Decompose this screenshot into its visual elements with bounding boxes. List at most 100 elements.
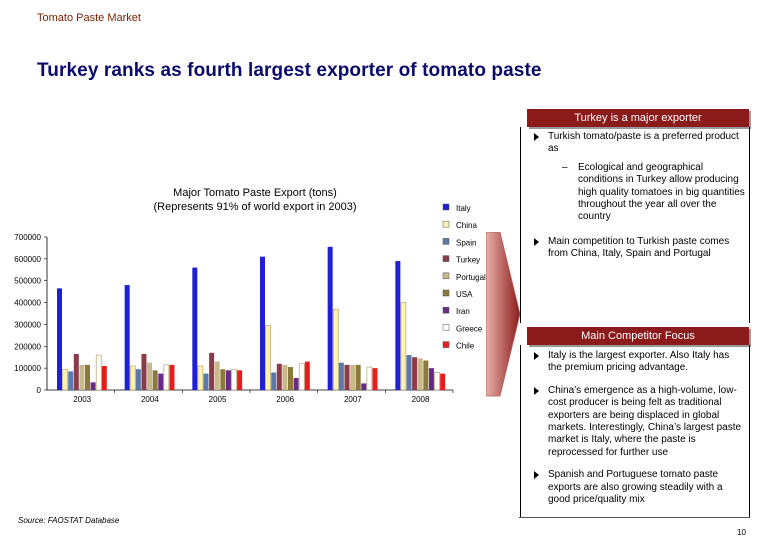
bar bbox=[95, 354, 102, 391]
bar bbox=[124, 285, 130, 390]
legend-label: Italy bbox=[456, 204, 471, 213]
bar bbox=[423, 360, 429, 390]
bar-chart: 0 100000 200000 300000 400000 500000 600000 700… bbox=[14, 203, 486, 404]
bar bbox=[406, 355, 412, 390]
panel2-left-border bbox=[520, 345, 521, 517]
bullet-item: Turkish tomato/paste is a preferred prod… bbox=[530, 131, 745, 224]
bar bbox=[214, 361, 220, 390]
source-note: Source: FAOSTAT Database bbox=[18, 516, 120, 525]
sub-bullet-text: Ecological and geographical conditions i… bbox=[578, 161, 745, 223]
bar bbox=[101, 365, 107, 390]
dash-icon: – bbox=[562, 161, 568, 173]
panel-header-major-exporter: Turkey is a major exporter bbox=[527, 109, 749, 127]
bar bbox=[158, 373, 164, 390]
panel1-right-border bbox=[749, 127, 750, 323]
y-tick-label: 0 bbox=[37, 386, 42, 395]
bullet-triangle-icon bbox=[534, 237, 539, 246]
panel-body-competitor-focus: Italy is the largest exporter. Also Ital… bbox=[530, 350, 745, 514]
legend-label: China bbox=[456, 221, 477, 230]
panel-body-major-exporter: Turkish tomato/paste is a preferred prod… bbox=[530, 131, 745, 269]
x-tick-label: 2005 bbox=[209, 395, 227, 404]
legend-label: Iran bbox=[456, 307, 470, 316]
legend-swatch bbox=[442, 306, 450, 314]
legend-label: Turkey bbox=[456, 256, 480, 265]
bar bbox=[304, 361, 310, 390]
bar bbox=[440, 373, 446, 390]
bar bbox=[260, 256, 265, 390]
y-tick-label: 300000 bbox=[14, 320, 41, 329]
bullet-text: China’s emergence as a high-volume, low-… bbox=[548, 384, 742, 458]
chart-title-line2: (Represents 91% of world export in 2003) bbox=[153, 201, 357, 213]
x-tick-label: 2008 bbox=[412, 395, 430, 404]
bar bbox=[350, 364, 356, 390]
bar bbox=[197, 365, 204, 391]
legend-swatch bbox=[442, 324, 450, 331]
bar bbox=[417, 358, 423, 390]
bar bbox=[293, 377, 299, 390]
bar bbox=[225, 370, 231, 390]
bar bbox=[147, 362, 153, 390]
legend-swatch bbox=[442, 341, 450, 348]
bullet-triangle-icon bbox=[534, 471, 539, 480]
bullet-text: Italy is the largest exporter. Also Ital… bbox=[548, 350, 730, 374]
legend-label: USA bbox=[456, 290, 473, 299]
bar bbox=[332, 308, 339, 391]
legend-label: Portugal bbox=[456, 273, 486, 282]
legend-swatch bbox=[442, 289, 450, 297]
x-tick-label: 2006 bbox=[276, 395, 294, 404]
bar bbox=[282, 364, 288, 390]
bar bbox=[152, 370, 158, 390]
arrow-shape bbox=[486, 232, 521, 397]
bullet-triangle-icon bbox=[534, 386, 539, 395]
bar bbox=[135, 369, 141, 390]
bar bbox=[169, 364, 175, 390]
bar bbox=[366, 366, 373, 391]
bar bbox=[203, 373, 209, 390]
bar bbox=[90, 382, 96, 390]
bullet-item: Main competition to Turkish paste comes … bbox=[530, 236, 745, 261]
bar bbox=[298, 363, 305, 391]
bar bbox=[237, 370, 243, 390]
bar bbox=[344, 364, 350, 390]
y-tick-label: 400000 bbox=[14, 299, 41, 308]
bar bbox=[412, 357, 418, 390]
bar bbox=[361, 383, 367, 390]
bar bbox=[231, 368, 237, 391]
bar bbox=[129, 365, 136, 391]
sub-bullet-item: – Ecological and geographical conditions… bbox=[548, 162, 745, 224]
bullet-triangle-icon bbox=[534, 133, 539, 141]
bullet-text: Turkish tomato/paste is a preferred prod… bbox=[548, 131, 739, 155]
bullet-item: Spanish and Portuguese tomato paste expo… bbox=[530, 469, 745, 506]
chart-title: Major Tomato Paste Export (tons) (Repres… bbox=[120, 186, 390, 214]
section-label: Tomato Paste Market bbox=[37, 12, 141, 24]
bar bbox=[62, 368, 68, 391]
bar bbox=[141, 353, 147, 390]
bar bbox=[220, 369, 226, 390]
panel2-right-border bbox=[749, 345, 750, 517]
legend-swatch bbox=[442, 255, 450, 262]
bar bbox=[192, 267, 198, 390]
x-tick-label: 2003 bbox=[73, 395, 91, 404]
panel-header-competitor-focus: Main Competitor Focus bbox=[527, 327, 749, 345]
bar bbox=[327, 246, 333, 390]
y-tick-label: 100000 bbox=[14, 364, 41, 373]
bullet-triangle-icon bbox=[534, 352, 539, 360]
bar bbox=[288, 367, 293, 390]
page-title: Turkey ranks as fourth largest exporter … bbox=[37, 60, 542, 81]
bullet-item: China’s emergence as a high-volume, low-… bbox=[530, 385, 745, 459]
bar bbox=[68, 371, 74, 390]
legend-label: Spain bbox=[456, 238, 476, 247]
bar bbox=[73, 353, 79, 390]
bar bbox=[85, 364, 90, 390]
bar bbox=[338, 362, 344, 390]
y-tick-label: 700000 bbox=[14, 233, 41, 242]
bar bbox=[265, 325, 271, 391]
bar bbox=[163, 364, 170, 391]
bullet-text: Main competition to Turkish paste comes … bbox=[548, 235, 730, 260]
legend-label: Greece bbox=[456, 324, 483, 333]
legend-swatch bbox=[442, 272, 450, 280]
x-tick-label: 2007 bbox=[344, 395, 362, 404]
legend-swatch bbox=[442, 238, 450, 245]
bar bbox=[355, 364, 361, 390]
page-number: 10 bbox=[737, 528, 746, 537]
